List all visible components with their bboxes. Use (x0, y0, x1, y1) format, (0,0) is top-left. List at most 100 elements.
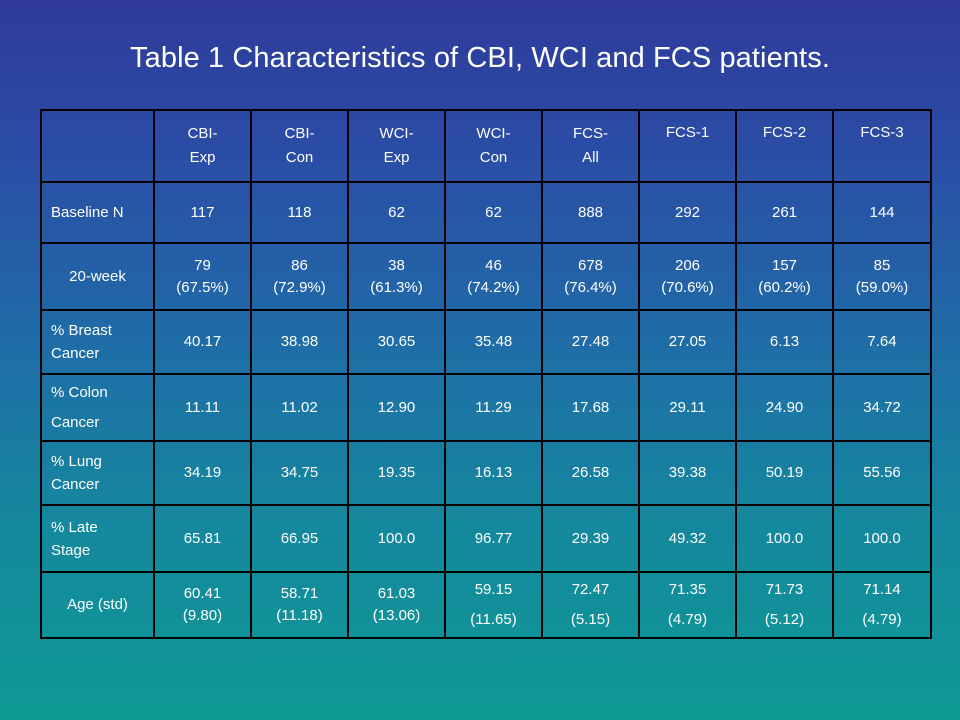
cell-value: 7.64 (867, 333, 897, 350)
header-cell-line2: Exp (383, 149, 410, 166)
table-cell: 79 (67.5%) (153, 242, 252, 311)
cell-value: 72.47 (571, 581, 610, 598)
cell-value: 11.11 (184, 398, 221, 416)
table-cell: 50.19 (735, 440, 834, 506)
cell-value: 79 (194, 256, 211, 274)
cell-value: 17.68 (571, 398, 610, 416)
cell-value: 66.95 (280, 529, 319, 547)
cell-value: 27.05 (668, 333, 707, 350)
table-row: % Lung Cancer 34.19 34.75 19.35 16.13 26… (40, 440, 932, 506)
row-label-line1: % Colon (51, 383, 108, 401)
header-cell-wci-exp: WCI- Exp (347, 109, 446, 183)
header-cell-fcs-1: FCS-1 (638, 109, 737, 183)
table-cell: 71.14 (4.79) (832, 571, 932, 639)
cell-percent: (70.6%) (661, 278, 714, 296)
header-cell-cbi-exp: CBI- Exp (153, 109, 252, 183)
table-cell: 71.73 (5.12) (735, 571, 834, 639)
row-label: % Late Stage (40, 504, 155, 573)
cell-value: 50.19 (765, 464, 804, 481)
cell-value: 71.35 (668, 581, 707, 598)
table-cell: 206 (70.6%) (638, 242, 737, 311)
cell-value: 46 (485, 256, 502, 274)
cell-value: 59.15 (474, 581, 513, 598)
table-cell: 27.48 (541, 309, 640, 375)
table-cell: 58.71 (11.18) (250, 571, 349, 639)
cell-percent: (74.2%) (467, 278, 520, 296)
table-cell: 34.75 (250, 440, 349, 506)
header-cell-line1: WCI- (379, 125, 414, 142)
cell-std: (9.80) (182, 607, 223, 624)
header-cell-wci-con: WCI- Con (444, 109, 543, 183)
header-cell-line1: FCS- (573, 125, 608, 142)
cell-value: 100.0 (377, 529, 416, 547)
cell-value: 261 (771, 203, 798, 221)
table-cell: 292 (638, 181, 737, 244)
header-cell-line1: CBI- (284, 125, 315, 142)
cell-std: (11.65) (470, 611, 517, 628)
row-label: % Lung Cancer (40, 440, 155, 506)
table-cell: 261 (735, 181, 834, 244)
table-cell: 62 (444, 181, 543, 244)
table-cell: 144 (832, 181, 932, 244)
cell-value: 16.13 (474, 464, 513, 481)
cell-percent: (59.0%) (855, 278, 909, 296)
cell-value: 117 (190, 203, 215, 221)
cell-value: 157 (771, 256, 798, 274)
table-cell: 34.72 (832, 373, 932, 442)
table-row: 20-week 79 (67.5%) 86 (72.9%) 38 (61.3%) 46… (40, 242, 932, 311)
table-cell: 100.0 (832, 504, 932, 573)
table-cell: 72.47 (5.15) (541, 571, 640, 639)
cell-value: 40.17 (183, 333, 222, 350)
cell-value: 6.13 (769, 333, 800, 350)
cell-percent: (67.5%) (176, 278, 229, 296)
cell-value: 24.90 (765, 398, 804, 416)
table-cell: 71.35 (4.79) (638, 571, 737, 639)
table-cell: 6.13 (735, 309, 834, 375)
table-cell: 100.0 (735, 504, 834, 573)
row-label-line2: Cancer (51, 345, 100, 362)
table-row: % Late Stage 65.81 66.95 100.0 96.77 29.… (40, 504, 932, 573)
cell-value: 96.77 (474, 529, 513, 547)
table-cell: 61.03 (13.06) (347, 571, 446, 639)
cell-value: 71.14 (863, 581, 901, 598)
table-cell: 34.19 (153, 440, 252, 506)
table-cell: 65.81 (153, 504, 252, 573)
characteristics-table: CBI- Exp CBI- Con WCI- Exp WCI- Con FCS-… (40, 109, 932, 639)
cell-value: 888 (577, 203, 604, 221)
row-label: Age (std) (40, 571, 155, 639)
cell-value: 85 (873, 256, 891, 274)
table-cell: 117 (153, 181, 252, 244)
row-label: Baseline N (40, 181, 155, 244)
table-cell: 30.65 (347, 309, 446, 375)
cell-value: 11.02 (281, 398, 318, 416)
table-cell: 46 (74.2%) (444, 242, 543, 311)
table-cell: 12.90 (347, 373, 446, 442)
cell-std: (5.15) (570, 611, 611, 628)
table-cell: 16.13 (444, 440, 543, 506)
cell-value: 34.75 (280, 464, 319, 481)
table-row: % Breast Cancer 40.17 38.98 30.65 35.48 … (40, 309, 932, 375)
table-cell: 17.68 (541, 373, 640, 442)
row-label: 20-week (40, 242, 155, 311)
cell-value: 65.81 (183, 529, 222, 547)
cell-std: (4.79) (667, 611, 708, 628)
cell-std: (11.18) (276, 607, 323, 624)
slide-title: Table 1 Characteristics of CBI, WCI and … (130, 42, 830, 74)
row-label-line1: Baseline N (51, 203, 124, 221)
cell-value: 49.32 (668, 529, 707, 547)
table-cell: 7.64 (832, 309, 932, 375)
table-cell: 55.56 (832, 440, 932, 506)
cell-value: 19.35 (377, 464, 416, 481)
cell-value: 29.11 (669, 398, 706, 416)
cell-value: 55.56 (863, 464, 901, 481)
header-cell-line1: FCS-2 (762, 124, 807, 141)
header-cell-line1: WCI- (476, 125, 511, 142)
cell-value: 100.0 (765, 529, 804, 547)
row-label-line1: % Lung (51, 453, 102, 470)
cell-value: 27.48 (571, 333, 610, 350)
table-cell: 86 (72.9%) (250, 242, 349, 311)
header-cell-line1: FCS-3 (860, 124, 904, 141)
table-cell: 29.11 (638, 373, 737, 442)
cell-std: (4.79) (862, 611, 902, 628)
cell-value: 678 (577, 256, 604, 274)
